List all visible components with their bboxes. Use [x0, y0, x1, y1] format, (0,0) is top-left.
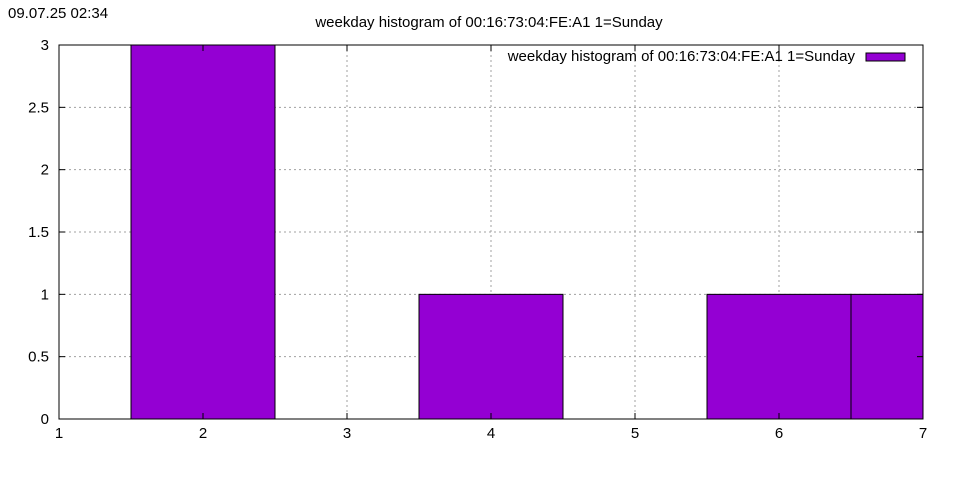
y-tick-label: 2.5: [28, 99, 49, 116]
x-tick-label: 6: [775, 425, 783, 442]
axis-ticks: [58, 44, 924, 420]
timestamp: 09.07.25 02:34: [8, 5, 108, 22]
y-tick-label: 2: [41, 162, 49, 179]
tick-labels: 0 0.5 1 1.5 2 2.5 3 1 2 3 4 5 6 7: [28, 37, 927, 442]
bar-day-2: [130, 44, 276, 420]
legend-label: weekday histogram of 00:16:73:04:FE:A1 1…: [507, 48, 856, 65]
bar-day-4: [418, 293, 564, 420]
legend-swatch: [865, 52, 906, 62]
y-tick-label: 0.5: [28, 349, 49, 366]
x-tick-label: 3: [343, 425, 351, 442]
y-tick-label: 0: [41, 411, 49, 428]
x-tick-label: 1: [55, 425, 63, 442]
x-tick-label: 7: [919, 425, 927, 442]
y-tick-label: 1.5: [28, 224, 49, 241]
bar-day-6: [706, 293, 852, 420]
x-tick-label: 5: [631, 425, 639, 442]
legend: weekday histogram of 00:16:73:04:FE:A1 1…: [507, 48, 906, 65]
y-tick-label: 1: [41, 286, 49, 303]
x-tick-label: 2: [199, 425, 207, 442]
bars: [130, 44, 924, 420]
y-tick-label: 3: [41, 37, 49, 54]
x-tick-label: 4: [487, 425, 495, 442]
bar-day-7: [850, 293, 924, 420]
chart-title: weekday histogram of 00:16:73:04:FE:A1 1…: [314, 14, 663, 31]
